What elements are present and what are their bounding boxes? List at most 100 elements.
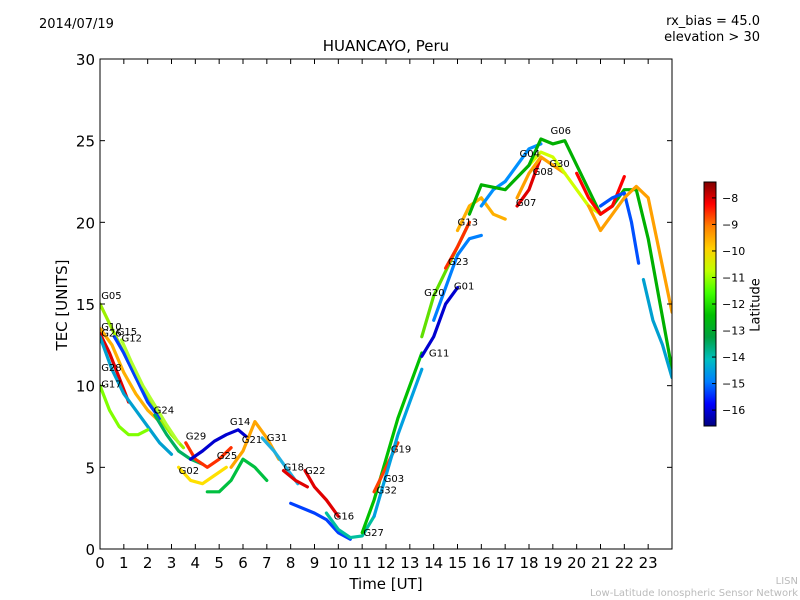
- y-tick-label: 15: [76, 296, 95, 314]
- y-tick-label: 20: [76, 214, 95, 232]
- series-G17: [100, 384, 150, 437]
- series-G11: [420, 286, 460, 358]
- colorbar-tick-label: −15: [722, 378, 745, 391]
- series-G01: [432, 233, 483, 322]
- colorbar-tick-label: −12: [722, 298, 745, 311]
- colorbar-ticks: −8 −9 −10 −11 −12 −13 −14 −15 −16: [712, 192, 745, 417]
- series-G29: [184, 441, 233, 469]
- network-full-label: Low-Latitude Ionospheric Sensor Network: [590, 588, 798, 599]
- y-tick-label: 25: [76, 133, 95, 151]
- rx-bias-label: rx_bias = 45.0: [666, 14, 760, 29]
- chart-title: HUANCAYO, Peru: [322, 37, 450, 55]
- series-G15: [112, 335, 162, 420]
- series-G22: [303, 469, 340, 518]
- satellite-label-G29: G29: [186, 432, 206, 443]
- x-tick-label: 0: [95, 554, 105, 572]
- satellite-label-G24: G24: [154, 405, 174, 416]
- y-tick-label: 5: [85, 459, 95, 477]
- series-G33: [598, 191, 641, 265]
- x-tick-label: 13: [400, 554, 419, 572]
- satellite-label-G31: G31: [267, 433, 287, 444]
- colorbar-tick-label: −9: [722, 218, 738, 231]
- x-tick-label: 6: [238, 554, 248, 572]
- x-tick-label: 14: [424, 554, 443, 572]
- x-axis-label: Time [UT]: [349, 575, 423, 593]
- satellite-label-G27: G27: [363, 528, 383, 539]
- colorbar-tick-label: −16: [722, 404, 745, 417]
- x-tick-label: 17: [496, 554, 515, 572]
- x-tick-label: 7: [262, 554, 272, 572]
- series-G27: [324, 511, 376, 540]
- satellite-label-G18: G18: [284, 463, 304, 474]
- x-tick-label: 10: [329, 554, 348, 572]
- x-tick-label: 8: [286, 554, 296, 572]
- satellite-label-G19: G19: [391, 445, 411, 456]
- colorbar-tick-label: −8: [722, 192, 738, 205]
- satellite-label-G16: G16: [334, 512, 354, 523]
- series-G28: [100, 335, 174, 456]
- x-ticks: 0 1 2 3 4 5 6 7 8 9 10 11 12 13 14 15 16 17 18 19 20 21 22 23: [95, 59, 658, 572]
- satellite-label-G17: G17: [101, 379, 121, 390]
- satellite-label-G25: G25: [217, 451, 237, 462]
- satellite-label-G05: G05: [101, 291, 121, 302]
- x-tick-label: 21: [591, 554, 610, 572]
- elevation-label: elevation > 30: [664, 30, 760, 45]
- series-G16: [289, 501, 352, 541]
- satellite-label-G22: G22: [305, 466, 325, 477]
- network-short-label: LISN: [775, 576, 798, 587]
- series-G32: [360, 351, 424, 535]
- satellite-label-G06: G06: [551, 126, 571, 137]
- series-G10: [100, 326, 162, 424]
- x-tick-label: 4: [191, 554, 201, 572]
- satellite-label-G04: G04: [520, 149, 540, 160]
- satellite-label-G11: G11: [429, 348, 449, 359]
- y-ticks: 0 5 10 15 20 25 30: [76, 51, 672, 559]
- x-tick-label: 1: [119, 554, 129, 572]
- series-G23: [444, 220, 471, 270]
- y-tick-label: 10: [76, 378, 95, 396]
- series-G04: [479, 142, 543, 208]
- x-tick-label: 16: [472, 554, 491, 572]
- x-tick-label: 2: [143, 554, 153, 572]
- satellite-label-G23: G23: [448, 257, 468, 268]
- satellite-label-G03: G03: [384, 474, 404, 485]
- series-G12: [119, 338, 181, 445]
- satellite-label-G20: G20: [424, 288, 444, 299]
- series-G25: [205, 457, 269, 494]
- colorbar-tick-label: −11: [722, 271, 745, 284]
- series-G18: [281, 469, 309, 489]
- x-tick-label: 15: [448, 554, 467, 572]
- series-G24: [153, 413, 205, 466]
- series-layer: [100, 137, 672, 541]
- satellite-label-G21: G21: [242, 435, 262, 446]
- x-tick-label: 12: [376, 554, 395, 572]
- satellite-label-G10: G10: [101, 322, 121, 333]
- series-G34: [586, 184, 672, 314]
- satellite-label-G30: G30: [549, 159, 569, 170]
- satellite-label-G32: G32: [377, 486, 397, 497]
- satellite-label-G14: G14: [230, 417, 250, 428]
- x-tick-label: 18: [519, 554, 538, 572]
- series-G02: [177, 465, 228, 486]
- series-G08: [515, 155, 567, 200]
- x-tick-label: 3: [167, 554, 177, 572]
- satellite-label-G26: G26: [101, 329, 121, 340]
- satellite-label-G13: G13: [458, 218, 478, 229]
- x-tick-label: 9: [310, 554, 320, 572]
- satellite-label-G02: G02: [179, 466, 199, 477]
- colorbar-tick-label: −13: [722, 325, 745, 338]
- series-G35: [641, 277, 672, 380]
- satellite-label-G15: G15: [117, 327, 137, 338]
- satellite-label-G08: G08: [533, 167, 553, 178]
- series-G07: [515, 155, 543, 208]
- x-tick-label: 23: [639, 554, 658, 572]
- rx-info: rx_bias = 45.0 elevation > 30: [664, 14, 760, 46]
- x-tick-label: 20: [567, 554, 586, 572]
- x-tick-label: 11: [353, 554, 372, 572]
- x-tick-label: 19: [543, 554, 562, 572]
- series-G13: [455, 196, 507, 233]
- series-G26: [100, 331, 131, 404]
- y-tick-label: 0: [85, 541, 95, 559]
